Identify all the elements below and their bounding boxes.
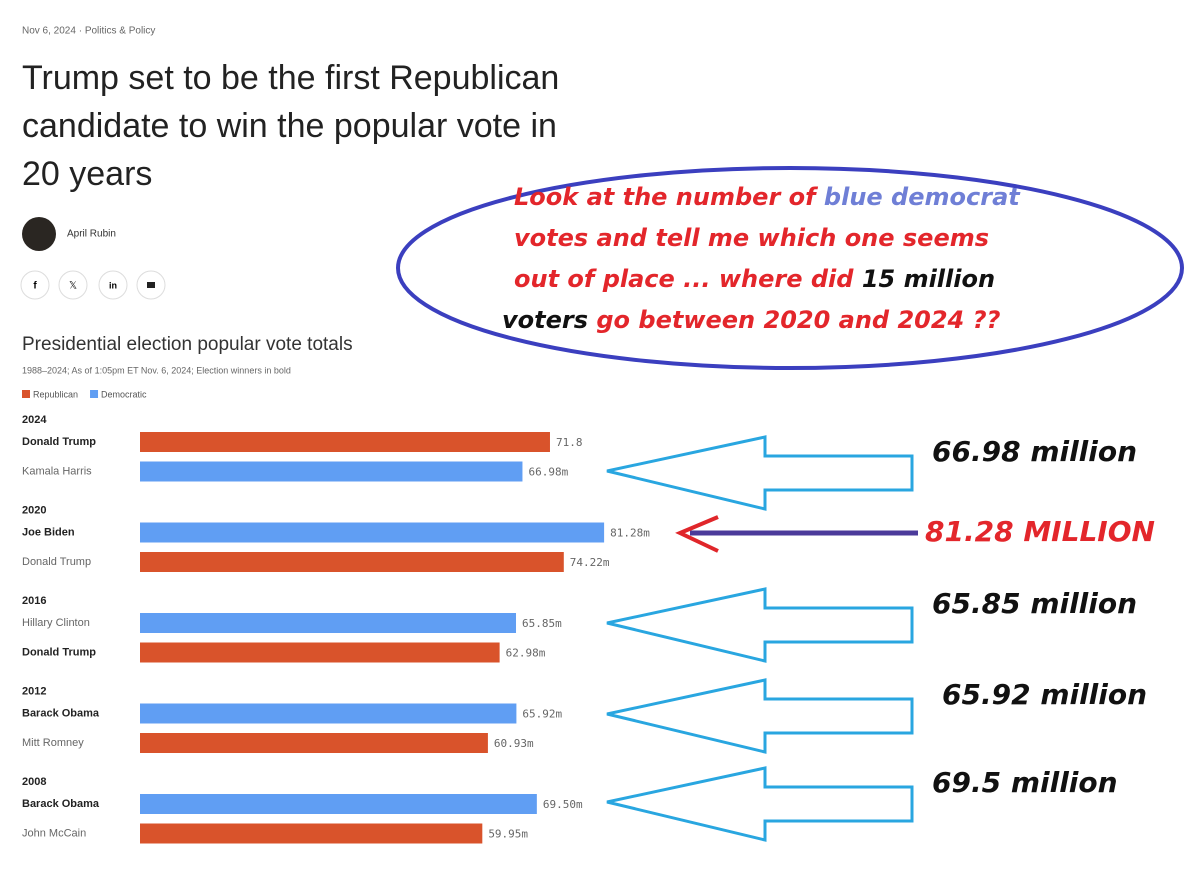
value-label: 71.8	[556, 436, 583, 449]
value-label: 81.28m	[610, 527, 650, 540]
legend-swatch	[90, 390, 99, 398]
value-label: 59.95m	[488, 828, 528, 841]
author-avatar	[22, 217, 56, 251]
bar	[140, 703, 517, 724]
value-label: 66.98m	[528, 466, 568, 479]
chart-title: Presidential election popular vote total…	[22, 334, 353, 355]
candidate-label: Kamala Harris	[22, 465, 92, 477]
year-label: 2008	[22, 776, 46, 788]
bar	[140, 823, 483, 844]
annotation-label: 65.85 million	[932, 587, 1137, 620]
legend-label: Democratic	[101, 389, 147, 399]
share-button[interactable]	[58, 270, 88, 300]
share-label: 𝕏	[69, 281, 77, 292]
callout-segment: blue democrat	[824, 183, 1021, 211]
year-label: 2012	[22, 685, 46, 697]
annotation-oval	[396, 166, 1184, 370]
value-label: 65.92m	[522, 708, 562, 721]
arrow	[606, 587, 914, 663]
annotation-label: 65.92 million	[942, 678, 1147, 711]
annotation-label: 66.98 million	[932, 435, 1137, 468]
share-buttons: f 𝕏 in	[20, 270, 166, 300]
mail-icon	[147, 282, 155, 288]
article-title: 20 years	[22, 155, 152, 193]
candidate-label: Joe Biden	[22, 526, 75, 538]
bar	[140, 794, 537, 814]
value-label: 69.50m	[543, 798, 583, 811]
legend-label: Republican	[33, 389, 78, 399]
article-title: candidate to win the popular vote in	[22, 107, 557, 145]
share-button[interactable]	[20, 270, 50, 300]
candidate-label: Donald Trump	[22, 556, 91, 568]
arrow	[606, 435, 914, 511]
value-label: 74.22m	[570, 556, 610, 569]
callout-segment: go between 2020 and 2024 ??	[588, 306, 1001, 334]
chart-subtitle: 1988–2024; As of 1:05pm ET Nov. 6, 2024;…	[22, 365, 291, 375]
article-meta: Nov 6, 2024 · Politics & Policy	[22, 26, 155, 37]
callout-text: out of place ... where did 15 million	[514, 265, 995, 293]
candidate-label: Mitt Romney	[22, 737, 84, 749]
author-name[interactable]: April Rubin	[67, 229, 116, 240]
share-button[interactable]	[98, 270, 128, 300]
candidate-label: Hillary Clinton	[22, 617, 90, 629]
candidate-label: Donald Trump	[22, 646, 96, 658]
article-title: Trump set to be the first Republican	[22, 59, 559, 97]
callout-segment: Look at the number of	[514, 183, 824, 211]
bar	[140, 613, 517, 633]
callout-segment: 15 million	[862, 265, 995, 293]
bar	[140, 461, 523, 482]
callout-text: Look at the number of blue democrat	[514, 183, 1021, 211]
callout-text: votes and tell me which one seems	[514, 224, 989, 252]
share-label: f	[33, 281, 37, 292]
bar	[140, 432, 550, 452]
callout-segment: votes and tell me which one seems	[514, 224, 989, 252]
arrow-head	[675, 515, 719, 553]
value-label: 60.93m	[494, 737, 534, 750]
legend-swatch	[22, 390, 30, 398]
bar	[140, 642, 500, 663]
value-label: 62.98m	[506, 647, 546, 660]
candidate-label: Barack Obama	[22, 707, 100, 719]
share-label: in	[109, 280, 117, 290]
bar	[140, 733, 488, 753]
bar	[140, 552, 564, 572]
bar	[140, 522, 605, 543]
year-label: 2024	[22, 414, 47, 426]
candidate-label: John McCain	[22, 827, 86, 839]
candidate-label: Donald Trump	[22, 436, 96, 448]
callout-segment: voters	[502, 306, 588, 334]
annotation-label: 69.5 million	[932, 766, 1118, 799]
year-label: 2020	[22, 504, 46, 516]
arrow	[606, 766, 914, 842]
annotation-label: 81.28 MILLION	[925, 515, 1155, 548]
candidate-label: Barack Obama	[22, 798, 100, 810]
arrow	[606, 678, 914, 754]
value-label: 65.85m	[522, 617, 562, 630]
callout-segment: out of place ... where did	[514, 265, 862, 293]
callout-text: voters go between 2020 and 2024 ??	[502, 306, 1001, 334]
year-label: 2016	[22, 595, 46, 607]
